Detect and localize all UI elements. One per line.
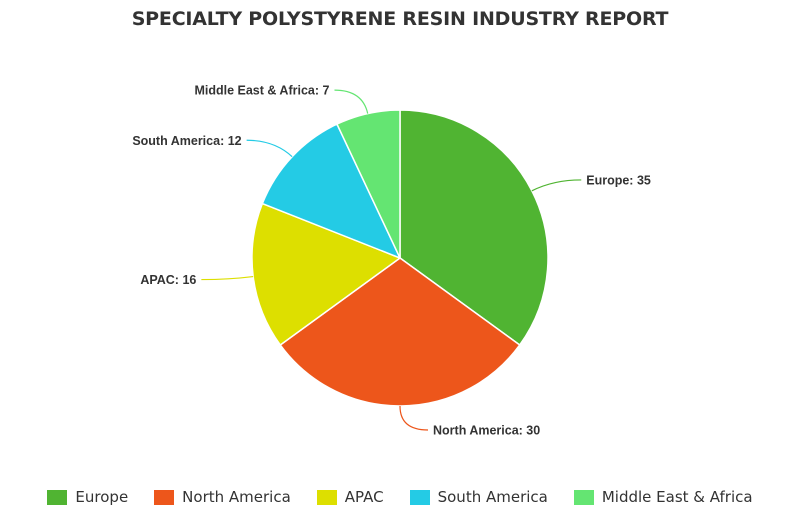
data-label-apac: APAC: 16 (140, 273, 196, 287)
legend-item-europe[interactable]: Europe (47, 488, 128, 506)
legend-item-middle-east-and-africa[interactable]: Middle East & Africa (573, 488, 753, 506)
pie-slice-apac[interactable] (251, 202, 401, 346)
pie-slice-north-america[interactable] (279, 257, 521, 407)
data-label-middle-east-and-africa: Middle East & Africa: 7 (194, 84, 329, 98)
pie-slice-south-america[interactable] (261, 123, 401, 259)
label-connector-middle-east-and-africa (334, 89, 369, 114)
legend-swatch-apac (316, 489, 337, 505)
legend-label-middle-east-and-africa: Middle East & Africa (601, 488, 753, 506)
legend-swatch-south-america (409, 489, 430, 505)
legend-label-apac: APAC (344, 488, 384, 506)
legend-label-europe: Europe (75, 488, 129, 506)
pie-slices (251, 109, 549, 407)
chart-title: SPECIALTY POLYSTYRENE RESIN INDUSTRY REP… (131, 8, 669, 30)
legend-swatch-europe (47, 489, 68, 505)
label-connector-north-america (399, 405, 429, 431)
pie-slice-middle-east-and-africa[interactable] (336, 109, 401, 259)
label-connector-south-america (246, 139, 293, 158)
data-label-south-america: South America: 12 (132, 134, 241, 148)
pie-slice-europe[interactable] (399, 109, 549, 346)
data-labels: Europe: 35 North America: 30 APAC: 16 South… (132, 84, 651, 438)
label-connectors (201, 89, 582, 431)
legend-swatch-middle-east-and-africa (573, 489, 594, 505)
data-label-north-america: North America: 30 (433, 424, 540, 438)
label-connector-europe (531, 179, 582, 192)
data-label-europe: Europe: 35 (586, 173, 651, 187)
legend-item-apac[interactable]: APAC (316, 488, 384, 506)
legend-item-north-america[interactable]: North America (154, 488, 291, 506)
legend-label-south-america: South America (437, 488, 548, 506)
legend-label-north-america: North America (182, 488, 291, 506)
label-connector-apac (201, 275, 254, 281)
legend-swatch-north-america (154, 489, 175, 505)
legend-item-south-america[interactable]: South America (409, 488, 548, 506)
legend: Europe North America APAC South America Midd… (0, 485, 800, 509)
